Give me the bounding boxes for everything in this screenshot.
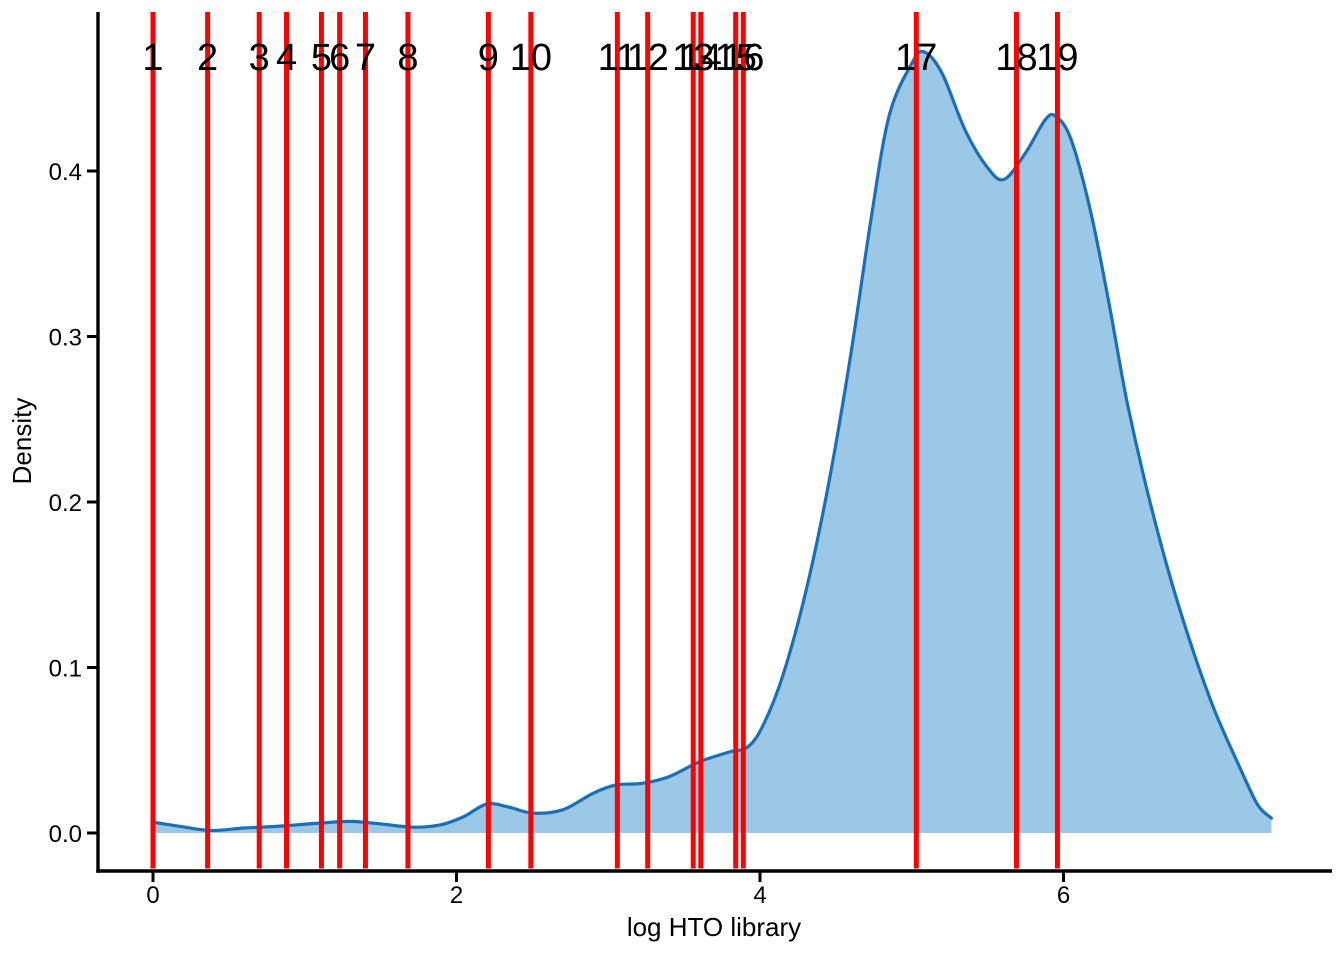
sample-vline-label: 4	[276, 37, 297, 79]
sample-vline-label: 2	[197, 37, 218, 79]
y-tick-label: 0.3	[49, 325, 82, 352]
sample-vline-label: 18	[995, 37, 1037, 79]
sample-vline-label: 10	[510, 37, 552, 79]
sample-vline-label: 17	[895, 37, 937, 79]
x-tick-label: 6	[1057, 882, 1070, 909]
y-tick-label: 0.1	[49, 656, 82, 683]
y-tick-label: 0.2	[49, 490, 82, 517]
sample-vline-label: 6	[329, 37, 350, 79]
y-axis-title: Density	[7, 398, 37, 485]
sample-vline-label: 7	[355, 37, 376, 79]
x-tick-label: 4	[753, 882, 766, 909]
sample-vline-label: 1	[142, 37, 163, 79]
density-outline	[151, 49, 1273, 833]
sample-vline-label: 11	[598, 37, 637, 79]
sample-vline-label: 5	[311, 37, 332, 79]
x-axis-title: log HTO library	[627, 912, 801, 942]
sample-vline-label: 12	[627, 37, 669, 79]
y-tick-label: 0.0	[49, 821, 82, 848]
x-tick-label: 2	[450, 882, 463, 909]
density-area	[153, 51, 1272, 834]
x-tick-label: 0	[146, 882, 159, 909]
sample-vline-label: 19	[1036, 37, 1078, 79]
sample-vline-label: 15	[715, 37, 757, 79]
sample-vline-label: 16	[722, 37, 764, 79]
sample-vline-label: 3	[249, 37, 270, 79]
sample-vline-label: 8	[397, 37, 418, 79]
sample-vline-label: 9	[478, 37, 499, 79]
sample-vline-label: 13	[672, 37, 714, 79]
y-tick-label: 0.4	[49, 159, 82, 186]
sample-vline-label: 14	[680, 37, 722, 79]
